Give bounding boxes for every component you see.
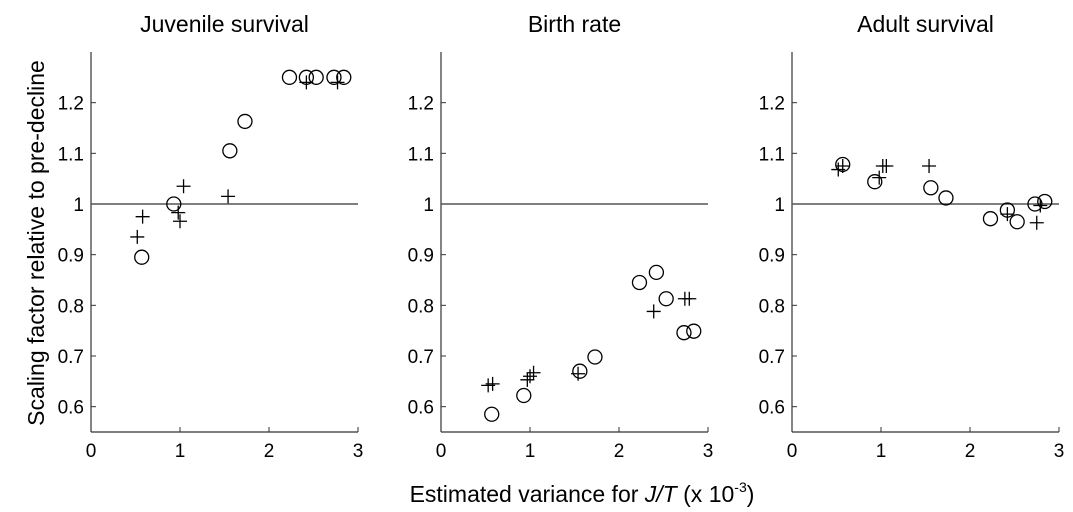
circle-point <box>326 69 342 85</box>
plus-point <box>922 159 937 173</box>
circle-point <box>222 143 238 159</box>
circle-point <box>587 349 603 365</box>
circle-point <box>648 264 665 281</box>
x-tick-label: 0 <box>436 441 447 462</box>
y-tick-label: 1 <box>73 195 84 216</box>
y-tick-label: 0.8 <box>408 296 434 317</box>
y-tick-label: 1.2 <box>408 94 434 115</box>
y-tick-label: 0.9 <box>58 246 84 267</box>
circle-point <box>336 69 352 85</box>
plus-point <box>682 291 697 306</box>
circle-point <box>867 174 883 190</box>
y-tick-label: 0.6 <box>759 398 785 419</box>
circle-point <box>1037 193 1053 210</box>
circle-point <box>631 274 648 291</box>
panel-1: Juvenile survival 0.6 0.7 0.8 0.9 1 1.1 1.2 0 1 2 3 <box>58 11 364 462</box>
y-tick-label: 0.9 <box>759 246 785 267</box>
y-tick-label: 0.6 <box>58 398 84 419</box>
x-tick-label: 0 <box>86 441 97 462</box>
plus-point <box>872 170 887 185</box>
y-tick-label: 1.1 <box>408 144 434 165</box>
y-tick-label: 0.8 <box>58 296 84 317</box>
circle-point <box>1027 196 1043 212</box>
plus-point <box>221 189 236 204</box>
plus-point <box>523 369 537 384</box>
plus-point <box>485 376 500 391</box>
circle-point <box>938 190 954 206</box>
plus-point <box>526 365 541 380</box>
circle-point <box>686 323 702 339</box>
circle-point <box>516 387 532 404</box>
y-tick-label: 1.1 <box>759 144 785 165</box>
circle-point <box>134 249 150 265</box>
panels: Juvenile survival 0.6 0.7 0.8 0.9 1 1.1 1.2 0 1 2 3… <box>58 11 1065 462</box>
x-tick-label: 1 <box>525 441 536 462</box>
y-tick-label: 0.7 <box>759 347 785 368</box>
circle-point <box>982 211 999 227</box>
panel-title: Juvenile survival <box>140 11 309 37</box>
x-tick-label: 2 <box>614 441 625 462</box>
y-tick-label: 0.7 <box>408 347 434 368</box>
circle-point <box>676 325 692 341</box>
x-axis-label-exponent: -3 <box>734 479 747 495</box>
y-tick-label: 1.2 <box>58 94 84 115</box>
x-tick-label: 0 <box>787 441 798 462</box>
circle-point <box>1009 214 1025 230</box>
y-tick-label: 1.2 <box>759 94 785 115</box>
plus-point <box>1029 215 1044 230</box>
circle-point <box>658 291 674 307</box>
plus-point <box>835 159 850 173</box>
plus-point <box>130 229 145 244</box>
panel-3: Adult survival 0.6 0.7 0.8 0.9 1 1.1 1.2 0 1 2 3 <box>759 11 1065 462</box>
x-axis-label-prefix: Estimated variance for <box>410 481 645 507</box>
plus-point <box>571 366 586 381</box>
x-tick-label: 2 <box>264 441 275 462</box>
x-tick-label: 3 <box>1054 441 1065 462</box>
circle-point <box>281 69 298 85</box>
x-tick-label: 3 <box>353 441 364 462</box>
plus-point <box>299 75 314 90</box>
plus-point <box>646 304 661 319</box>
x-tick-label: 1 <box>876 441 887 462</box>
y-tick-label: 0.9 <box>408 246 434 267</box>
plus-point <box>173 214 187 229</box>
y-tick-label: 1 <box>774 195 785 216</box>
y-axis-label: Scaling factor relative to pre-decline <box>23 60 49 426</box>
x-axis-label-variable: J/T <box>644 481 679 507</box>
circle-point <box>166 196 182 212</box>
y-tick-label: 0.6 <box>408 398 434 419</box>
panel-2: Birth rate 0.6 0.7 0.8 0.9 1 1.1 1.2 0 1 2 3 <box>408 11 714 462</box>
panel-title: Birth rate <box>528 11 621 37</box>
x-tick-label: 1 <box>175 441 186 462</box>
plus-point <box>135 209 150 224</box>
circle-point <box>923 180 939 196</box>
x-tick-label: 3 <box>703 441 714 462</box>
y-tick-label: 0.8 <box>759 296 785 317</box>
circle-point <box>484 406 500 422</box>
plus-point <box>1000 207 1015 222</box>
plus-point <box>520 372 535 387</box>
x-axis-label-unit: (x 10 <box>677 481 735 507</box>
panel-title: Adult survival <box>857 11 994 37</box>
y-tick-label: 1 <box>423 195 434 216</box>
circle-point <box>237 113 253 130</box>
plus-point <box>879 159 894 173</box>
y-tick-label: 1.1 <box>58 144 84 165</box>
y-tick-label: 0.7 <box>58 347 84 368</box>
circle-point <box>308 69 324 85</box>
x-axis-label: Estimated variance for J/T (x 10-3) <box>410 479 755 507</box>
x-axis-label-close: ) <box>747 481 755 507</box>
plus-point <box>1033 198 1048 213</box>
plus-point <box>176 179 191 194</box>
plus-point <box>171 205 186 220</box>
x-tick-label: 2 <box>965 441 976 462</box>
plus-point <box>330 75 345 90</box>
circle-point <box>572 363 588 379</box>
